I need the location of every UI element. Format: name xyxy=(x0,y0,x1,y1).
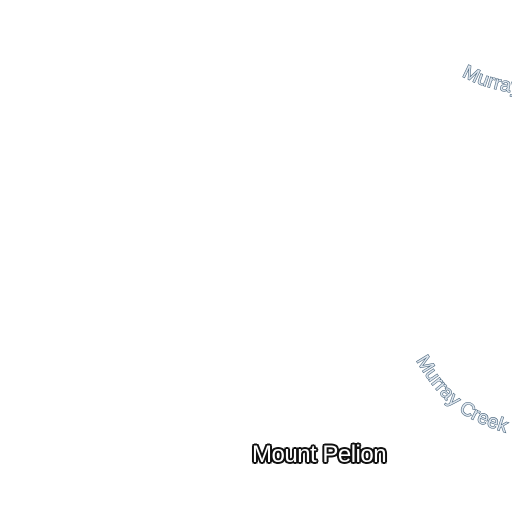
place-label-mount-pelion: Mount Pelion xyxy=(252,441,387,468)
creek-label-top: Murray Creek xyxy=(0,0,512,101)
creek-label-bottom: Murray Creek xyxy=(412,352,511,437)
